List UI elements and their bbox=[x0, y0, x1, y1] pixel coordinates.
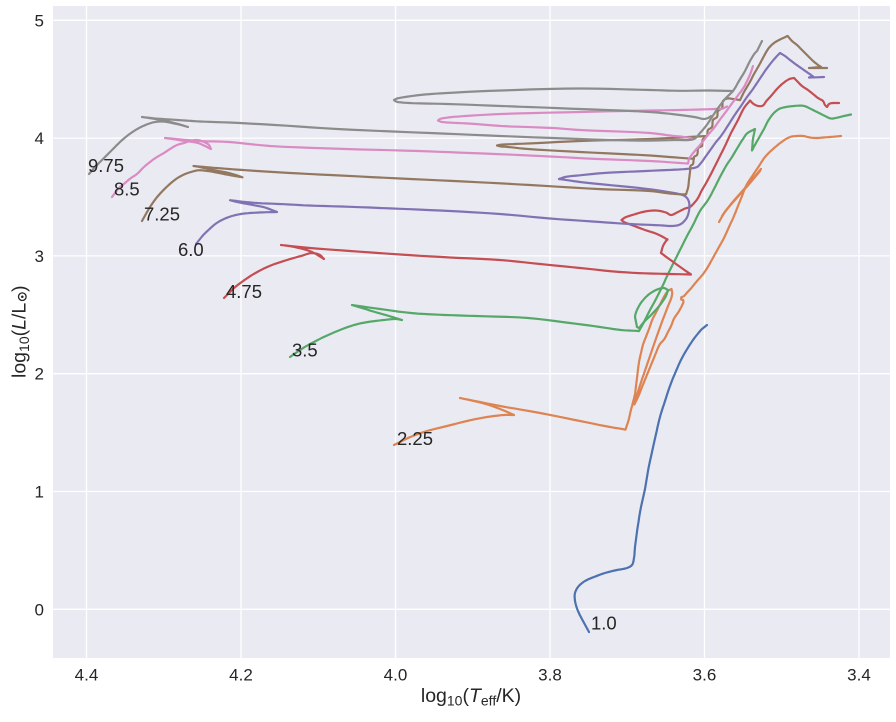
svg-text:log10(Teff/K): log10(Teff/K) bbox=[421, 685, 521, 709]
svg-text:3.8: 3.8 bbox=[538, 666, 562, 685]
svg-text:3: 3 bbox=[35, 247, 44, 266]
svg-text:5: 5 bbox=[35, 11, 44, 30]
svg-text:4.75: 4.75 bbox=[226, 281, 262, 302]
svg-text:3.4: 3.4 bbox=[847, 666, 871, 685]
svg-text:log10(L/L: log10(L/L bbox=[9, 303, 33, 378]
svg-text:2: 2 bbox=[35, 365, 44, 384]
svg-text:3.6: 3.6 bbox=[693, 666, 717, 685]
svg-text:8.5: 8.5 bbox=[114, 179, 140, 200]
svg-text:): ) bbox=[9, 285, 31, 292]
svg-text:4: 4 bbox=[35, 129, 44, 148]
svg-text:3.5: 3.5 bbox=[292, 340, 318, 361]
svg-text:6.0: 6.0 bbox=[178, 239, 204, 260]
svg-text:9.75: 9.75 bbox=[88, 155, 124, 176]
svg-text:1.0: 1.0 bbox=[591, 613, 617, 634]
svg-text:4.0: 4.0 bbox=[384, 666, 408, 685]
svg-text:7.25: 7.25 bbox=[144, 204, 180, 225]
svg-text:2.25: 2.25 bbox=[397, 428, 433, 449]
svg-text:4.4: 4.4 bbox=[75, 666, 99, 685]
svg-text:4.2: 4.2 bbox=[229, 666, 253, 685]
svg-text:1: 1 bbox=[35, 483, 44, 502]
svg-text:0: 0 bbox=[35, 600, 44, 619]
